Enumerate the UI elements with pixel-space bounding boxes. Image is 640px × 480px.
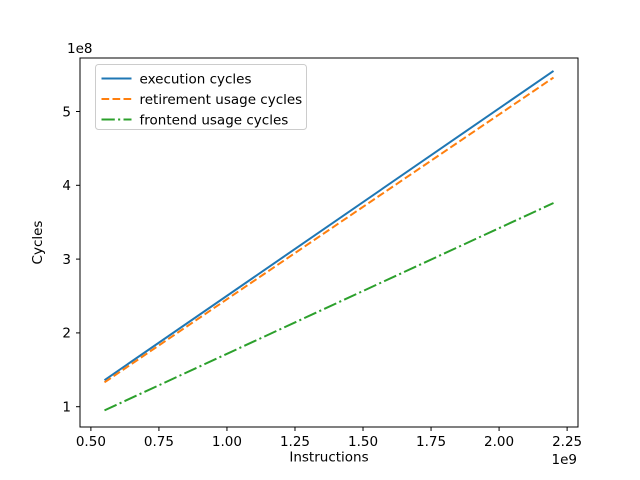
x-tick-label: 0.50 — [76, 434, 106, 450]
legend-label: frontend usage cycles — [140, 112, 289, 128]
legend-label: retirement usage cycles — [140, 92, 303, 108]
series-line-frontend-usage-cycles — [104, 202, 554, 412]
x-tick-label: 2.25 — [552, 434, 582, 450]
y-tick-label: 2 — [62, 326, 71, 342]
x-tick-label: 0.75 — [144, 434, 174, 450]
y-tick-label: 5 — [62, 104, 71, 120]
y-tick-label: 3 — [62, 252, 71, 268]
x-axis-label: Instructions — [289, 450, 368, 466]
x-tick-label: 1.25 — [280, 434, 310, 450]
plot-series — [103, 70, 555, 412]
series-line-execution-cycles — [103, 70, 555, 381]
axes-ticks: 0.50 0.75 1.00 1.25 1.50 1.75 2.00 2.25 1 2 3 4 5 — [62, 104, 582, 450]
x-tick-label: 1.50 — [348, 434, 378, 450]
x-tick-label: 2.00 — [484, 434, 514, 450]
y-tick-label: 1 — [62, 400, 71, 416]
legend-label: execution cycles — [140, 71, 252, 87]
series-line-retirement-usage-cycles — [103, 76, 555, 384]
y-tick-label: 4 — [62, 178, 71, 194]
y-axis-offset-text: 1e8 — [67, 41, 92, 57]
legend: execution cycles retirement usage cycles f… — [95, 64, 307, 130]
x-tick-label: 1.00 — [212, 434, 242, 450]
legend-box — [95, 64, 307, 130]
y-axis-label: Cycles — [30, 221, 46, 265]
x-axis-offset-text: 1e9 — [552, 452, 577, 468]
x-tick-label: 1.75 — [416, 434, 446, 450]
